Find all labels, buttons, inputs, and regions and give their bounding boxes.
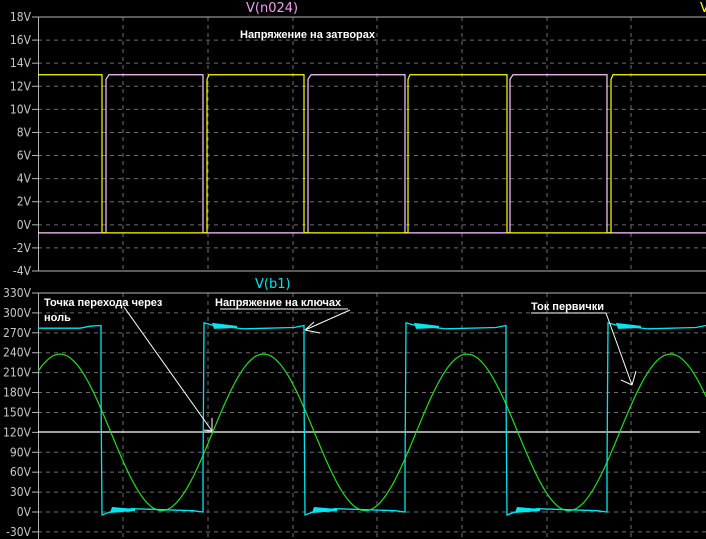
primary-current-trace[interactable]	[37, 353, 706, 512]
y-tick-label: 60V	[10, 465, 32, 479]
ringing-blob	[515, 507, 540, 513]
y-tick-label: 0V	[17, 505, 32, 519]
switch-voltage-trace[interactable]	[38, 322, 706, 516]
y-tick-label: 6V	[17, 149, 32, 163]
y-tick-label: -4V	[13, 264, 32, 278]
y-tick-label: 330V	[3, 286, 32, 300]
y-tick-label: 14V	[10, 56, 32, 70]
y-tick-label: 120V	[3, 425, 32, 439]
ringing-blob	[110, 507, 135, 513]
bottom-trace-title[interactable]: V(b1)	[255, 277, 291, 292]
y-tick-label: 12V	[10, 79, 32, 93]
switch-voltage-arrowhead-icon	[304, 321, 321, 334]
gate-b-trace[interactable]	[38, 74, 706, 234]
y-tick-label: 18V	[10, 10, 32, 24]
ringing-blob	[616, 322, 641, 329]
y-tick-label: 8V	[17, 125, 32, 139]
primary-current-arrow	[605, 312, 633, 386]
switch-voltage-annotation: Напряжение на ключах	[215, 297, 342, 309]
gate-voltage-annotation: Напряжение на затворах	[240, 29, 376, 41]
y-tick-label: 16V	[10, 33, 32, 47]
y-tick-label: 30V	[10, 485, 32, 499]
y-tick-label: -2V	[13, 241, 32, 255]
y-tick-label: 0V	[17, 218, 32, 232]
top-trace-title[interactable]: V(n024)	[246, 1, 298, 16]
bottom-grid	[32, 292, 706, 539]
switch-ringing	[110, 322, 641, 513]
y-tick-label: 10V	[10, 102, 32, 116]
y-tick-label: 210V	[3, 366, 32, 380]
ringing-blob	[312, 507, 337, 513]
top-trace-title-right-fragment: V	[700, 1, 706, 16]
y-tick-label: 4V	[17, 172, 32, 186]
ringing-blob	[414, 322, 439, 329]
zero-crossing-annotation-line2: ноль	[44, 312, 71, 324]
primary-current-arrowhead-icon	[620, 370, 637, 386]
y-tick-label: 90V	[10, 445, 32, 459]
y-tick-label: 180V	[3, 386, 32, 400]
y-tick-label: 150V	[3, 405, 32, 419]
gate-a-trace[interactable]	[38, 74, 706, 234]
zero-crossing-arrowhead-icon	[203, 418, 213, 432]
switch-voltage-arrow	[304, 309, 351, 331]
y-tick-label: 2V	[17, 195, 32, 209]
primary-current-annotation: Ток первички	[531, 301, 604, 313]
ringing-blob	[212, 322, 237, 329]
bottom-pane: 330V 300V 270V 240V 210V 180V 150V 120V 90V 60V 30…	[3, 277, 706, 539]
zero-crossing-arrow	[123, 306, 213, 432]
top-y-axis-labels: 18V 16V 14V 12V 10V 8V 6V 4V 2V 0V -2V -4V	[10, 10, 32, 278]
zero-crossing-annotation-line1: Точка перехода через	[44, 297, 163, 309]
top-grid	[32, 16, 706, 272]
y-tick-label: 270V	[3, 326, 32, 340]
y-tick-label: -30V	[6, 525, 32, 539]
y-tick-label: 240V	[3, 346, 32, 360]
y-tick-label: 300V	[3, 306, 32, 320]
bottom-y-axis-labels: 330V 300V 270V 240V 210V 180V 150V 120V 90V 60V 30…	[3, 286, 32, 539]
